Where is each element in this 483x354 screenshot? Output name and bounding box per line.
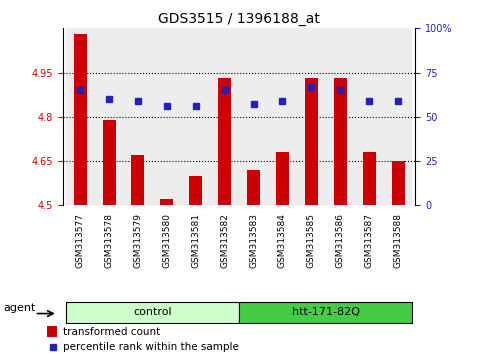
Bar bbox=[124, 28, 152, 205]
Bar bbox=[66, 28, 95, 205]
Bar bbox=[239, 28, 268, 205]
Bar bbox=[334, 79, 347, 205]
Bar bbox=[392, 161, 405, 205]
Bar bbox=[276, 152, 289, 205]
Bar bbox=[73, 34, 86, 205]
FancyBboxPatch shape bbox=[239, 302, 412, 323]
Text: agent: agent bbox=[3, 303, 36, 313]
Bar bbox=[189, 176, 202, 205]
Bar bbox=[181, 28, 210, 205]
Bar bbox=[305, 79, 318, 205]
Bar bbox=[152, 28, 181, 205]
Bar bbox=[218, 79, 231, 205]
Bar bbox=[102, 120, 115, 205]
Bar bbox=[297, 28, 326, 205]
Bar bbox=[131, 155, 144, 205]
Text: transformed count: transformed count bbox=[63, 327, 160, 337]
Text: htt-171-82Q: htt-171-82Q bbox=[292, 307, 360, 317]
Bar bbox=[210, 28, 239, 205]
Bar bbox=[160, 199, 173, 205]
Title: GDS3515 / 1396188_at: GDS3515 / 1396188_at bbox=[158, 12, 320, 26]
FancyBboxPatch shape bbox=[66, 302, 239, 323]
Bar bbox=[47, 326, 57, 337]
Bar bbox=[326, 28, 355, 205]
Bar bbox=[268, 28, 297, 205]
Bar bbox=[95, 28, 124, 205]
Bar bbox=[355, 28, 384, 205]
Bar bbox=[384, 28, 412, 205]
Text: control: control bbox=[133, 307, 171, 317]
Bar bbox=[247, 170, 260, 205]
Text: percentile rank within the sample: percentile rank within the sample bbox=[63, 342, 239, 352]
Bar bbox=[363, 152, 376, 205]
